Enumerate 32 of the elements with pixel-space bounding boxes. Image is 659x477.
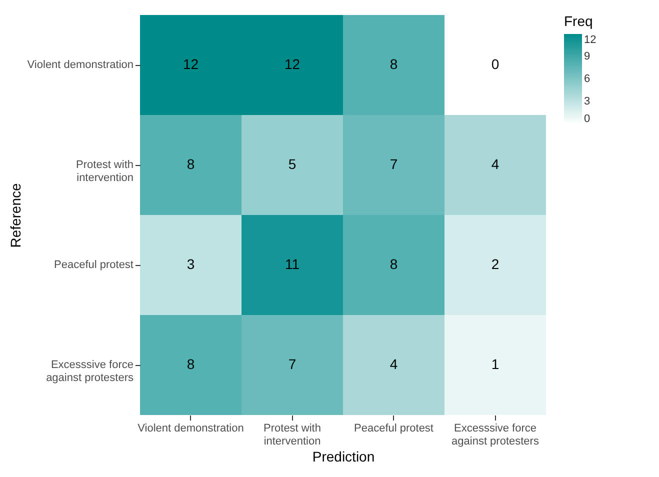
data-label: 0 — [491, 56, 500, 72]
data-label: 8 — [390, 56, 398, 72]
data-label: 4 — [491, 156, 500, 172]
data-label: 8 — [186, 156, 195, 172]
data-label: 7 — [288, 356, 296, 372]
x-tick-label: Excesssive force against protesters — [452, 422, 540, 448]
y-tick-label: Peaceful protest — [54, 259, 134, 271]
data-label: 7 — [390, 156, 398, 172]
y-tick-label: Protest with intervention — [76, 159, 134, 184]
x-axis-title: Prediction — [312, 448, 375, 464]
x-tick-label: Protest with intervention — [264, 422, 321, 448]
color-bar-label: 12 — [584, 34, 596, 46]
data-label: 8 — [390, 256, 398, 272]
y-tick-label: Excesssive force against protesters — [46, 359, 134, 384]
x-tick-label: Peaceful protest — [354, 422, 434, 434]
data-label: 12 — [284, 56, 300, 72]
color-bar-label: 9 — [584, 50, 590, 62]
data-label: 5 — [288, 156, 296, 172]
data-label: 4 — [390, 356, 398, 372]
color-bar-label: 0 — [584, 113, 590, 125]
data-label: 12 — [182, 56, 199, 72]
x-tick-label: Violent demonstration — [138, 422, 244, 434]
data-label: 2 — [491, 256, 500, 272]
data-label: 8 — [186, 356, 195, 372]
legend-title: Freq — [564, 13, 593, 29]
data-label: 1 — [491, 356, 500, 372]
color-bar-label: 3 — [584, 96, 590, 108]
data-label: 3 — [186, 256, 195, 272]
data-label: 11 — [284, 256, 300, 272]
color-bar-label: 6 — [584, 73, 590, 85]
y-tick-label: Violent demonstration — [27, 59, 134, 71]
y-axis-title: Reference — [7, 182, 24, 248]
